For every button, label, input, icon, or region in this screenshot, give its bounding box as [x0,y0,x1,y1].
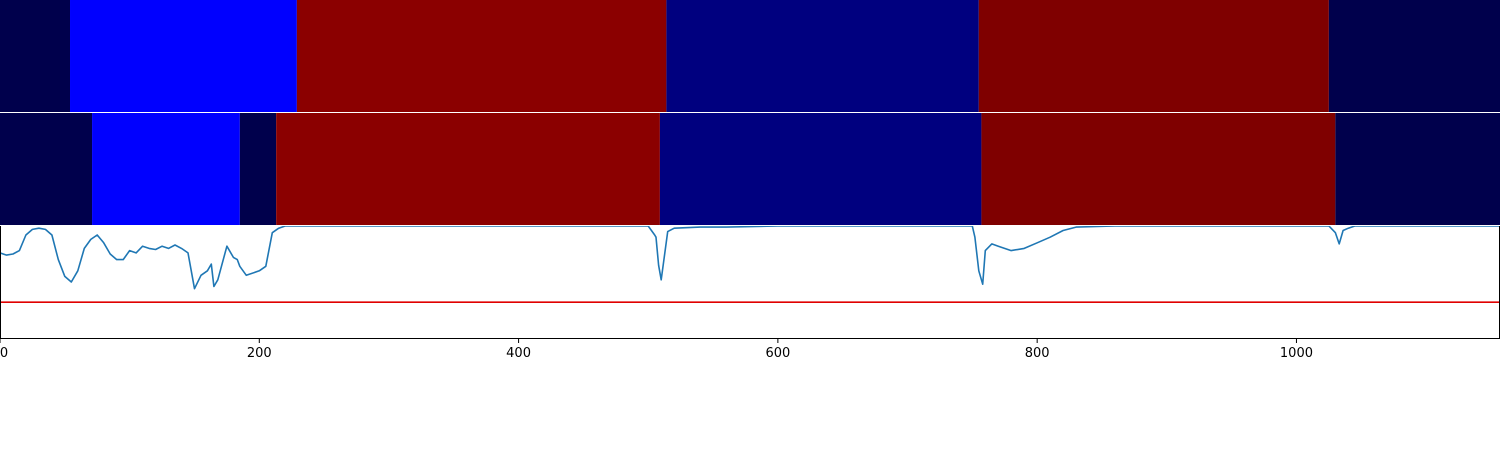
segment-2-5 [659,113,982,225]
segment-1-5 [978,0,1329,112]
x-tick-label: 400 [506,346,531,361]
segment-1-6 [1328,0,1500,112]
segment-1-2 [70,0,297,112]
segment-2-7 [1335,113,1500,225]
signal-line [0,226,1500,290]
segment-2-2 [92,113,240,225]
segment-1-1 [0,0,71,112]
segment-row-1 [0,0,1500,112]
segment-2-4 [276,113,660,225]
segment-2-1 [0,113,93,225]
x-tick-label: 200 [247,346,272,361]
x-tick-label: 0 [0,346,8,361]
segment-row-2 [0,113,1500,225]
segment-1-3 [296,0,667,112]
x-tick-label: 1000 [1280,346,1313,361]
x-tick-label: 600 [765,346,790,361]
segment-1-4 [666,0,979,112]
line-panel [0,226,1500,338]
segment-2-6 [981,113,1336,225]
segment-rows [0,0,1500,226]
x-axis: 0 200 400 600 800 1000 [0,338,1500,361]
x-tick-label: 800 [1025,346,1050,361]
segment-2-3 [239,113,277,225]
